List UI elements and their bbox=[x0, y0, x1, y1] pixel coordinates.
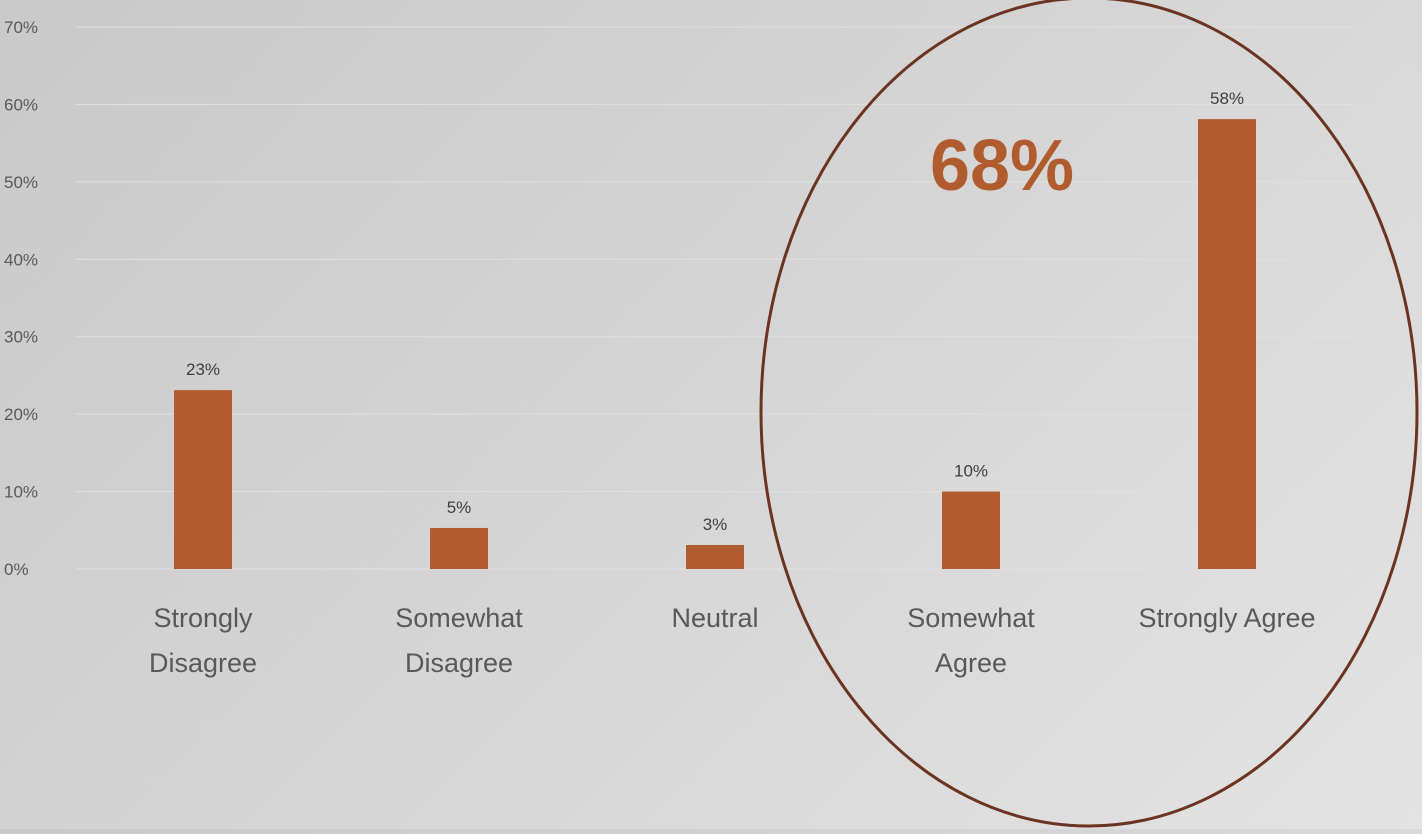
data-label: 5% bbox=[447, 498, 472, 517]
data-label: 10% bbox=[954, 462, 988, 481]
y-tick-label: 50% bbox=[4, 173, 38, 192]
x-tick-label: Neutral bbox=[671, 603, 758, 633]
y-tick-label: 60% bbox=[4, 95, 38, 114]
bars bbox=[174, 119, 1256, 569]
bar bbox=[430, 527, 488, 569]
y-tick-label: 0% bbox=[4, 560, 29, 579]
x-tick-label: Somewhat Disagree bbox=[395, 603, 523, 678]
y-tick-label: 30% bbox=[4, 328, 38, 347]
data-label: 58% bbox=[1210, 89, 1244, 108]
gridlines bbox=[75, 26, 1355, 570]
y-tick-label: 20% bbox=[4, 405, 38, 424]
bar bbox=[686, 544, 744, 569]
annotations: 68% bbox=[759, 0, 1419, 828]
callout-ellipse bbox=[759, 0, 1419, 828]
x-axis-categories: Strongly Disagree Somewhat Disagree Neutral S… bbox=[149, 603, 1316, 678]
x-tick-label: Strongly Disagree bbox=[149, 603, 257, 678]
data-label: 3% bbox=[703, 515, 728, 534]
y-axis-ticks: 0% 10% 20% 30% 40% 50% 60% 70% bbox=[4, 18, 38, 579]
y-tick-label: 70% bbox=[4, 18, 38, 37]
bar bbox=[1198, 119, 1256, 569]
x-tick-label: Strongly Agree bbox=[1138, 603, 1315, 633]
y-tick-label: 10% bbox=[4, 483, 38, 502]
x-tick-label: Somewhat Agree bbox=[907, 603, 1035, 678]
y-tick-label: 40% bbox=[4, 250, 38, 269]
bar bbox=[942, 491, 1000, 569]
callout-text: 68% bbox=[930, 126, 1074, 206]
data-label: 23% bbox=[186, 360, 220, 379]
data-labels: 23% 5% 3% 10% 58% bbox=[186, 89, 1244, 534]
bar bbox=[174, 390, 232, 569]
